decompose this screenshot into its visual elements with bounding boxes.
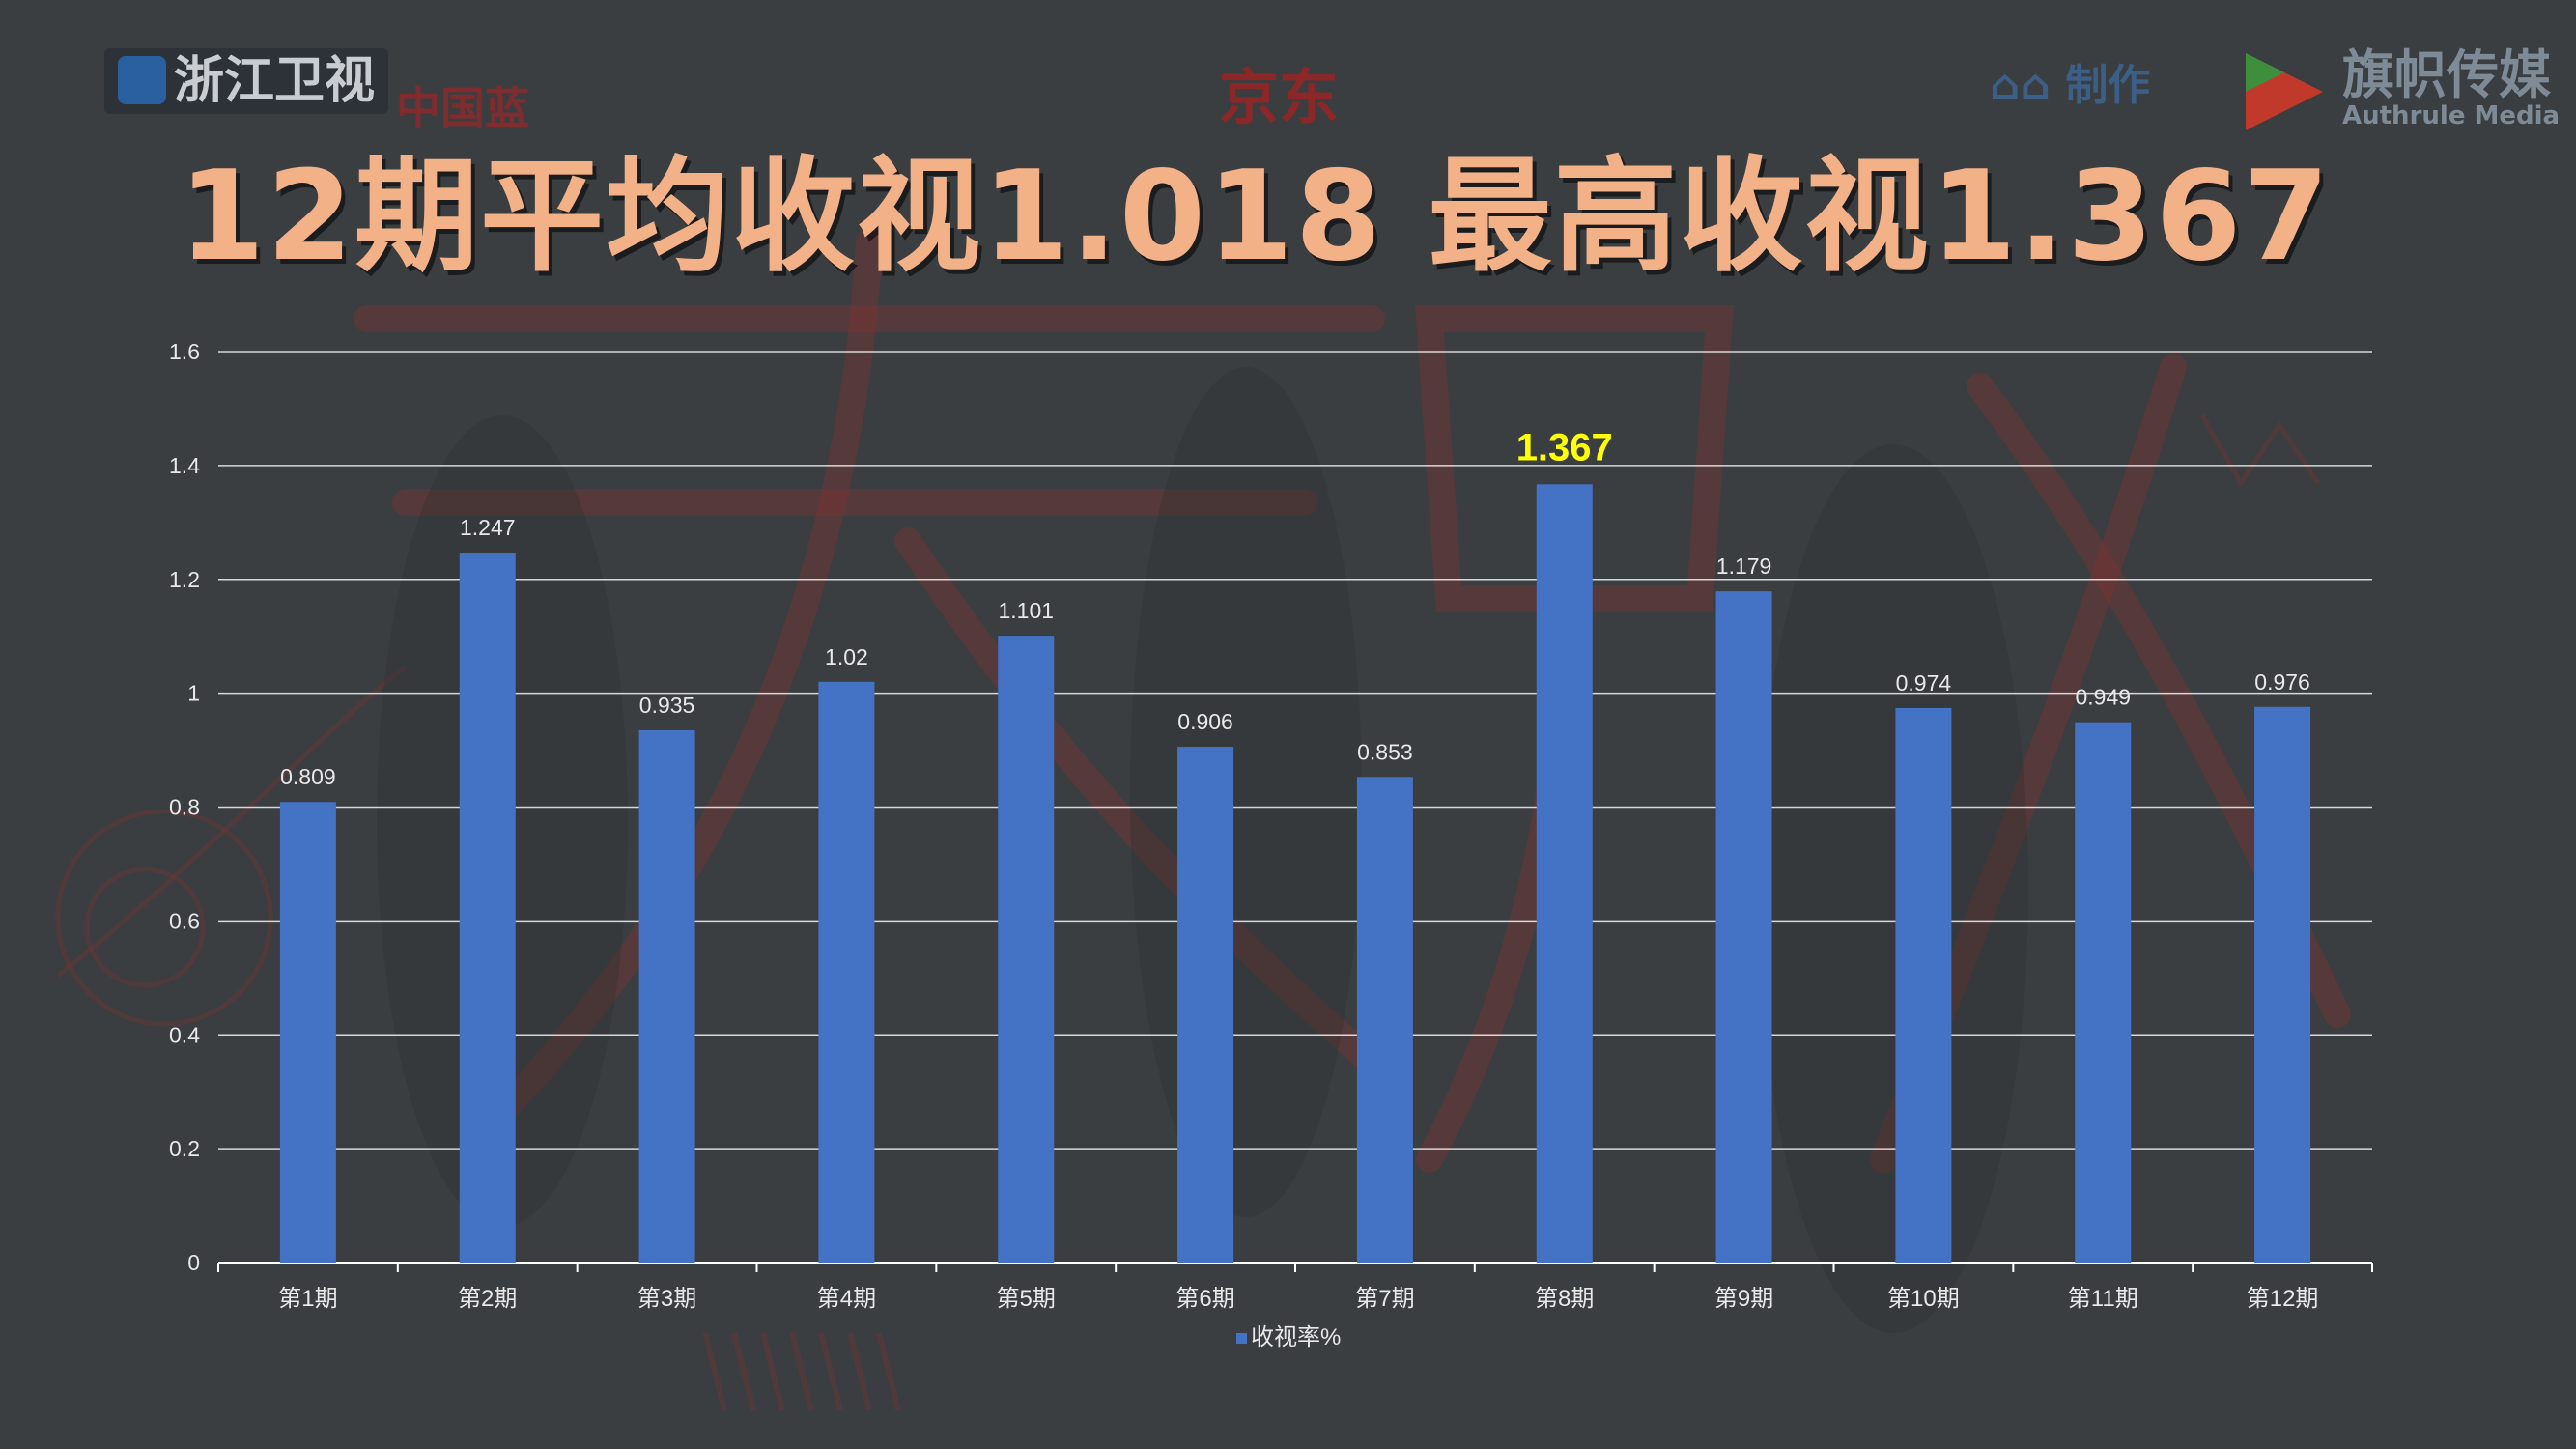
x-tick-label: 第5期 bbox=[997, 1286, 1056, 1312]
bar bbox=[1177, 747, 1234, 1263]
data-label: 0.906 bbox=[1177, 709, 1233, 734]
x-tick-label: 第12期 bbox=[2247, 1286, 2319, 1312]
x-tick-label: 第2期 bbox=[458, 1286, 517, 1312]
qizhi-flag-icon bbox=[2246, 53, 2323, 130]
producer-label: 制作 bbox=[2065, 61, 2151, 110]
data-label: 0.853 bbox=[1357, 739, 1413, 764]
bar bbox=[2254, 706, 2311, 1263]
bar bbox=[279, 802, 336, 1263]
bar bbox=[638, 729, 695, 1263]
bar bbox=[818, 681, 875, 1263]
x-tick-label: 第8期 bbox=[1535, 1286, 1594, 1312]
x-tick-label: 第6期 bbox=[1175, 1286, 1234, 1312]
y-tick-label: 1 bbox=[187, 681, 200, 706]
bar bbox=[998, 636, 1055, 1263]
qizhi-cn-label: 旗帜传媒 bbox=[2342, 44, 2551, 105]
data-label: 1.02 bbox=[825, 644, 868, 669]
data-label: 1.247 bbox=[460, 515, 516, 540]
legend-label: 收视率% bbox=[1251, 1324, 1341, 1350]
x-tick-label: 第3期 bbox=[637, 1286, 696, 1312]
qizhi-media-logo: 旗帜传媒 Authrule Media bbox=[2236, 44, 2561, 130]
y-tick-label: 1.2 bbox=[169, 567, 200, 592]
zhejiang-tv-label: 浙江卫视 bbox=[174, 52, 376, 110]
zhejiang-tv-mark-icon bbox=[118, 56, 166, 104]
x-tick-label: 第11期 bbox=[2068, 1286, 2138, 1312]
page-title: 12期平均收视1.018 最高收视1.367 bbox=[179, 145, 2332, 289]
qizhi-en-label: Authrule Media bbox=[2342, 101, 2561, 130]
y-tick-label: 0.2 bbox=[169, 1136, 200, 1161]
legend-swatch bbox=[1236, 1333, 1247, 1344]
bar bbox=[1715, 591, 1772, 1263]
x-tick-label: 第10期 bbox=[1887, 1286, 1960, 1312]
x-tick-label: 第9期 bbox=[1714, 1286, 1773, 1312]
x-tick-label: 第4期 bbox=[817, 1286, 876, 1312]
data-label: 1.179 bbox=[1716, 554, 1772, 579]
y-tick-label: 0.6 bbox=[169, 908, 200, 933]
china-blue-logo: 中国蓝 bbox=[396, 82, 529, 134]
zhejiang-tv-logo: 浙江卫视 bbox=[104, 48, 389, 114]
y-tick-label: 1.4 bbox=[169, 453, 200, 478]
data-label: 0.935 bbox=[639, 693, 695, 718]
mountain-icon: ⌂⌂ bbox=[1990, 61, 2066, 110]
data-label: 0.974 bbox=[1896, 670, 1952, 696]
y-tick-label: 1.6 bbox=[169, 339, 200, 364]
producer-logo: ⌂⌂ 制作 bbox=[1990, 50, 2150, 112]
bar bbox=[2075, 722, 2132, 1263]
x-tick-label: 第7期 bbox=[1355, 1286, 1414, 1312]
bar bbox=[1536, 484, 1593, 1264]
data-label: 1.101 bbox=[998, 598, 1054, 623]
bar bbox=[459, 553, 516, 1263]
data-label: 0.976 bbox=[2254, 669, 2310, 695]
bar bbox=[1356, 777, 1413, 1263]
y-tick-label: 0.4 bbox=[169, 1022, 200, 1047]
y-tick-label: 0.8 bbox=[169, 795, 200, 820]
bar bbox=[1895, 707, 1952, 1263]
jingdong-logo: 京东 bbox=[1219, 62, 1340, 132]
data-label: 0.809 bbox=[280, 764, 336, 789]
highlight-data-label: 1.367 bbox=[1516, 426, 1613, 469]
data-label: 0.949 bbox=[2075, 685, 2131, 710]
x-tick-label: 第1期 bbox=[278, 1286, 337, 1312]
y-tick-label: 0 bbox=[187, 1250, 200, 1275]
